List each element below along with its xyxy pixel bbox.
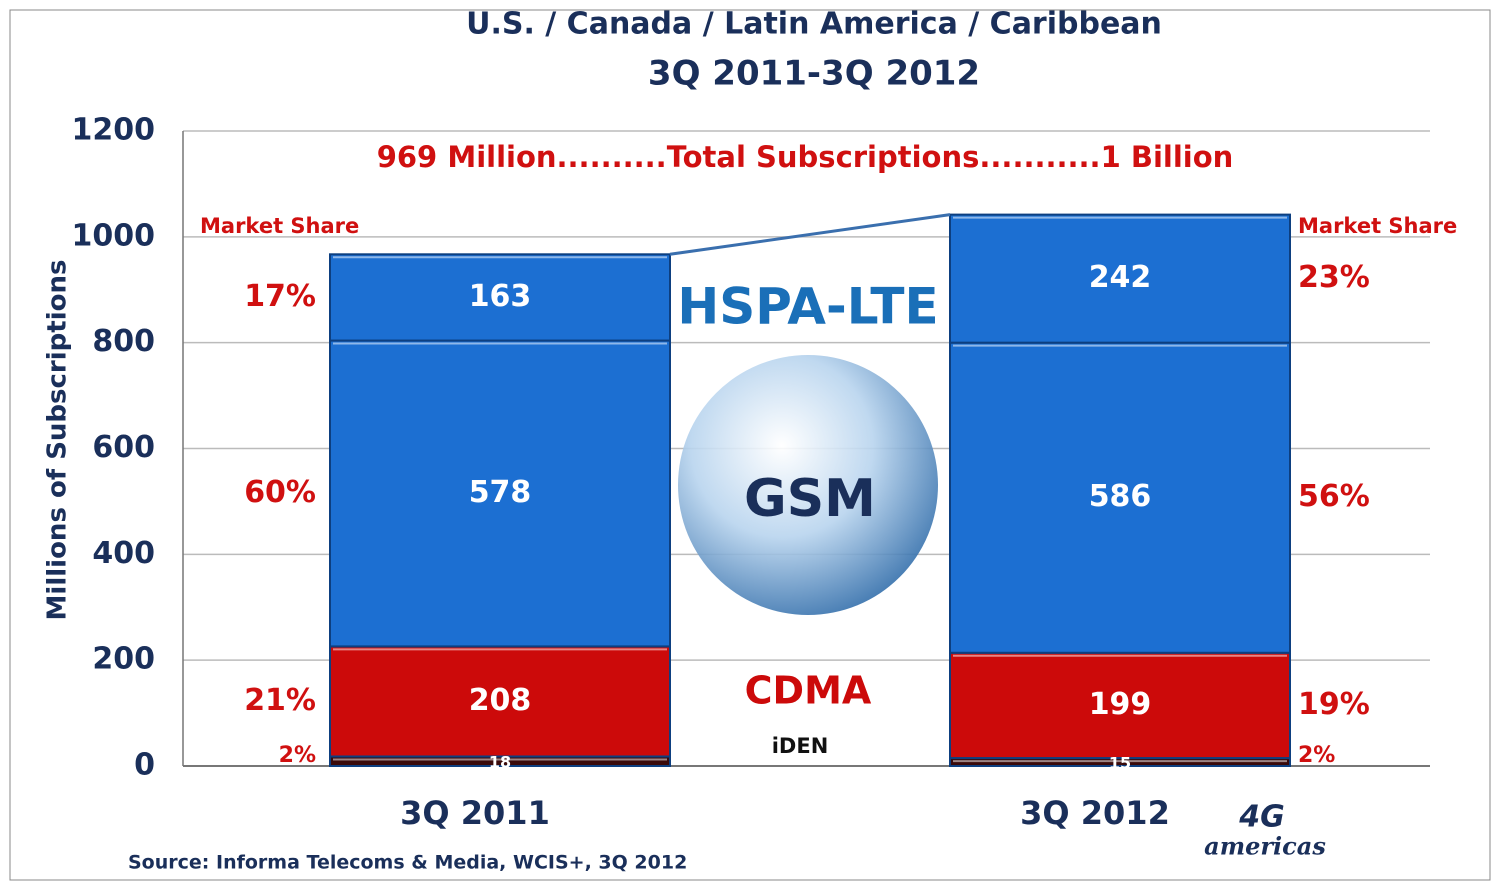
logo: americas bbox=[1204, 832, 1326, 861]
share-heading: Market Share bbox=[1298, 214, 1457, 238]
series-label: GSM bbox=[744, 469, 876, 529]
bar-segment bbox=[949, 213, 1291, 344]
bar-segment bbox=[949, 651, 1291, 760]
share-label: 2% bbox=[1298, 743, 1335, 768]
total-connector bbox=[669, 213, 951, 256]
frame bbox=[9, 9, 1491, 881]
value-label: 18 bbox=[489, 753, 511, 772]
share-label: 21% bbox=[244, 683, 316, 718]
y-tick-label: 800 bbox=[92, 324, 155, 359]
share-label: 17% bbox=[244, 279, 316, 314]
bar-segment bbox=[949, 341, 1291, 654]
share-label: 60% bbox=[244, 475, 316, 510]
source: Source: Informa Telecoms & Media, WCIS+,… bbox=[128, 852, 687, 874]
y-tick-label: 1200 bbox=[72, 113, 156, 148]
value-label: 208 bbox=[469, 683, 532, 718]
share-label: 19% bbox=[1298, 687, 1370, 722]
series-label: CDMA bbox=[745, 669, 872, 713]
y-tick-label: 400 bbox=[92, 536, 155, 571]
y-tick-label: 0 bbox=[134, 748, 155, 783]
bar-segment bbox=[329, 253, 671, 342]
value-label: 578 bbox=[469, 475, 532, 510]
share-heading: Market Share bbox=[200, 214, 359, 238]
value-label: 242 bbox=[1089, 260, 1152, 295]
share-label: 2% bbox=[279, 743, 316, 768]
value-label: 15 bbox=[1109, 754, 1131, 773]
value-label: 163 bbox=[469, 279, 532, 314]
bars bbox=[329, 213, 1291, 767]
globe bbox=[678, 355, 938, 615]
logo: 4G bbox=[1238, 800, 1285, 835]
y-tick-label: 200 bbox=[92, 642, 155, 677]
y-tick-label: 600 bbox=[92, 430, 155, 465]
share-label: 56% bbox=[1298, 479, 1370, 514]
value-label: 199 bbox=[1089, 687, 1152, 722]
total-annotation: 969 Million..........Total Subscriptions… bbox=[377, 140, 1234, 174]
value-label: 586 bbox=[1089, 479, 1152, 514]
y-axis-label: Millions of Subscriptions bbox=[43, 260, 73, 621]
x-tick-label: 3Q 2011 bbox=[400, 794, 550, 832]
x-tick-label: 3Q 2012 bbox=[1020, 794, 1170, 832]
share-label: 23% bbox=[1298, 260, 1370, 295]
chart-subtitle: 3Q 2011-3Q 2012 bbox=[648, 54, 980, 94]
series-label: iDEN bbox=[772, 734, 829, 758]
chart-title: U.S. / Canada / Latin America / Caribbea… bbox=[466, 7, 1162, 42]
y-tick-label: 1000 bbox=[72, 218, 156, 253]
series-label: HSPA-LTE bbox=[677, 278, 938, 336]
